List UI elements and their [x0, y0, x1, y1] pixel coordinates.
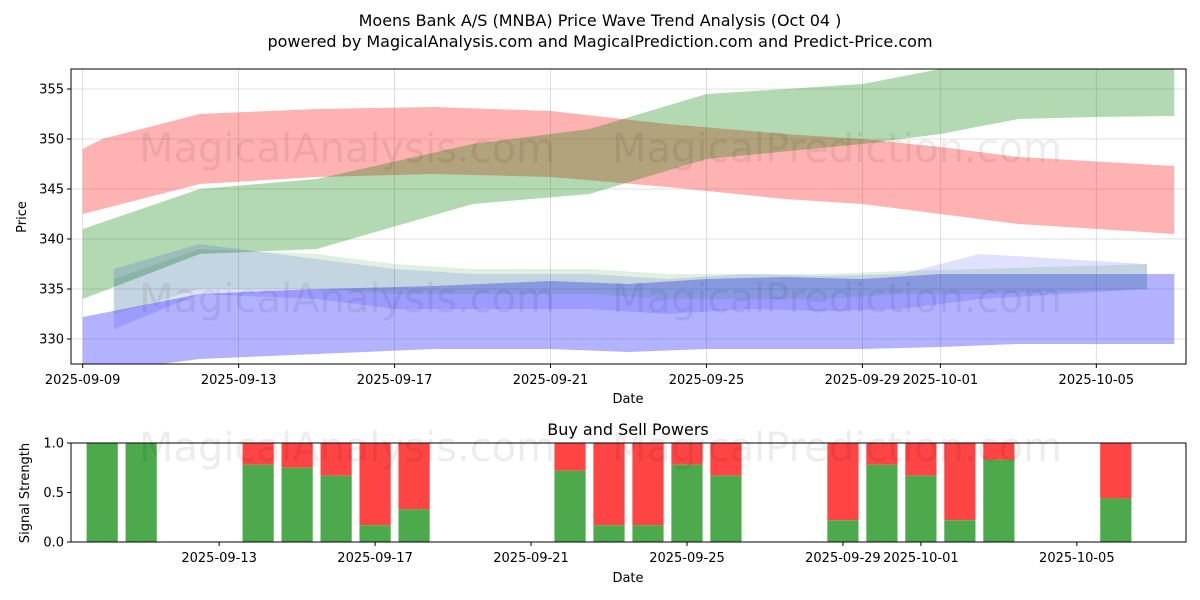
- price-plot-frame: [70, 68, 1187, 365]
- buy-sell-y-ticks: 0.0 0.5 1.0: [43, 437, 71, 551]
- price-bands: [82, 69, 1175, 364]
- buy-bar-11: [710, 475, 742, 542]
- price-wave-plot: MagicalAnalysis.com MagicalPrediction.co…: [15, 68, 1187, 407]
- price-band-group: [82, 69, 1175, 364]
- buy-sell-x-tick-label-5: 2025-10-01: [883, 551, 959, 566]
- watermark-analysis-top: MagicalAnalysis.com: [139, 126, 555, 172]
- price-y-label: Price: [15, 201, 30, 233]
- buy-bar-10: [671, 464, 703, 542]
- sell-bar-9: [632, 443, 664, 526]
- price-x-tick-label-2: 2025-09-17: [357, 373, 433, 388]
- chart-title: Moens Bank A/S (MNBA) Price Wave Trend A…: [359, 11, 842, 30]
- watermark-prediction-bottom: MagicalPrediction.com: [612, 425, 1062, 471]
- price-y-tick-label-4: 350: [39, 133, 64, 148]
- buy-sell-x-tick-label-2: 2025-09-21: [493, 551, 569, 566]
- buy-bar-16: [983, 459, 1015, 542]
- price-x-tick-label-3: 2025-09-21: [513, 373, 589, 388]
- buy-bar-9: [632, 525, 664, 542]
- price-y-tick-label-5: 355: [39, 83, 64, 98]
- sell-bar-8: [593, 443, 625, 526]
- watermark-prediction-top: MagicalPrediction.com: [612, 126, 1062, 172]
- buy-sell-plot: Buy and Sell Powers MagicalAnalysis.com …: [18, 420, 1187, 586]
- buy-bar-15: [944, 520, 976, 542]
- buy-sell-y-tick-label-1: 0.5: [43, 486, 64, 501]
- buy-sell-y-label: Signal Strength: [18, 443, 33, 543]
- band-4: [113, 249, 1147, 314]
- sell-bar-17: [1100, 443, 1132, 499]
- band-0: [82, 107, 1175, 234]
- sell-bar-4: [320, 443, 352, 476]
- price-x-tick-label-6: 2025-10-01: [903, 373, 979, 388]
- buy-bar-4: [320, 475, 352, 542]
- band-2: [82, 274, 1175, 364]
- buy-bar-2: [242, 464, 274, 542]
- sell-bar-5: [359, 443, 391, 526]
- buy-bar-1: [125, 443, 157, 542]
- buy-sell-bars: [86, 443, 1132, 542]
- sell-bar-3: [281, 443, 313, 468]
- buy-bar-8: [593, 525, 625, 542]
- band-3: [113, 244, 1147, 329]
- buy-bar-3: [281, 467, 313, 542]
- price-y-ticks: 330 335 340 345 350 355: [39, 83, 71, 348]
- sell-bar-16: [983, 443, 1015, 460]
- buy-sell-x-tick-label-0: 2025-09-13: [181, 551, 257, 566]
- sell-bar-15: [944, 443, 976, 521]
- buy-sell-y-tick-label-2: 1.0: [43, 437, 64, 452]
- buy-sell-x-tick-label-6: 2025-10-05: [1039, 551, 1115, 566]
- sell-bar-7: [554, 443, 586, 471]
- sell-bar-13: [866, 443, 898, 465]
- price-x-ticks: 2025-09-09 2025-09-13 2025-09-17 2025-09-21…: [45, 364, 1134, 388]
- buy-sell-x-ticks: 2025-09-13 2025-09-17 2025-09-21 2025-09-25…: [181, 542, 1115, 566]
- chart-subtitle: powered by MagicalAnalysis.com and Magic…: [267, 32, 932, 51]
- price-x-tick-label-7: 2025-10-05: [1059, 373, 1135, 388]
- price-y-tick-label-3: 345: [39, 183, 64, 198]
- price-x-tick-label-4: 2025-09-25: [669, 373, 745, 388]
- buy-sell-x-tick-label-4: 2025-09-29: [805, 551, 881, 566]
- price-y-tick-label-1: 335: [39, 283, 64, 298]
- price-y-tick-label-0: 330: [39, 333, 64, 348]
- sell-bar-6: [398, 443, 430, 510]
- buy-bar-5: [359, 525, 391, 542]
- buy-bar-0: [86, 443, 118, 542]
- buy-bar-14: [905, 475, 937, 542]
- price-x-tick-label-5: 2025-09-29: [825, 373, 901, 388]
- buy-sell-title: Buy and Sell Powers: [547, 420, 709, 439]
- buy-bar-17: [1100, 498, 1132, 542]
- band-1: [82, 69, 1175, 299]
- buy-sell-x-label: Date: [612, 571, 643, 586]
- sell-bar-11: [710, 443, 742, 476]
- price-grid: [71, 69, 1186, 364]
- price-x-tick-label-1: 2025-09-13: [201, 373, 277, 388]
- price-y-tick-label-2: 340: [39, 233, 64, 248]
- watermark-prediction-mid: MagicalPrediction.com: [612, 276, 1062, 322]
- sell-bar-14: [905, 443, 937, 476]
- buy-sell-y-tick-label-0: 0.0: [43, 536, 64, 551]
- buy-sell-x-tick-label-1: 2025-09-17: [337, 551, 413, 566]
- buy-bar-7: [554, 470, 586, 542]
- sell-bar-2: [242, 443, 274, 465]
- buy-bar-12: [827, 520, 859, 542]
- price-x-tick-label-0: 2025-09-09: [45, 373, 121, 388]
- watermark-analysis-mid: MagicalAnalysis.com: [139, 276, 555, 322]
- watermark-analysis-bottom: MagicalAnalysis.com: [139, 425, 555, 471]
- buy-sell-x-tick-label-3: 2025-09-25: [649, 551, 725, 566]
- sell-bar-12: [827, 443, 859, 521]
- buy-bar-13: [866, 464, 898, 542]
- sell-bar-10: [671, 443, 703, 465]
- price-x-label: Date: [612, 392, 643, 407]
- buy-bar-6: [398, 509, 430, 542]
